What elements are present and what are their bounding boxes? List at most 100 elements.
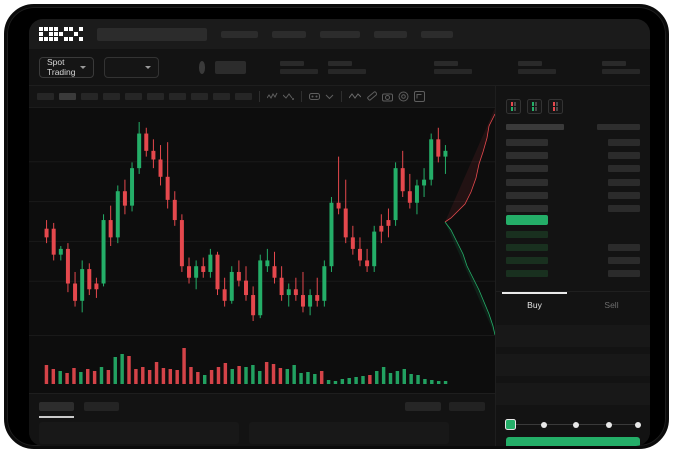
alert-icon[interactable] (398, 91, 409, 102)
orderbook-bid-size (608, 257, 640, 264)
orderbook-bid-row[interactable] (506, 244, 548, 251)
timeframe-chip-9[interactable] (213, 93, 230, 100)
orderbook-last-price (506, 215, 548, 225)
orderbook-trade-panel: Buy Sell (495, 86, 650, 446)
orders-tabs (39, 402, 119, 411)
compare-icon[interactable] (283, 92, 294, 101)
orders-rows (39, 422, 449, 444)
nav-item-2[interactable] (272, 30, 306, 38)
orderbook-ask-size (608, 205, 640, 212)
toolbar-divider (301, 91, 302, 102)
orderbook-mode-asks-icon[interactable] (548, 99, 563, 114)
pair-name (215, 60, 246, 74)
device-frame: Spot Trading (4, 4, 669, 449)
toolbar-divider (259, 91, 260, 102)
orderbook-ask-size (608, 192, 640, 199)
timeframe-chip-7[interactable] (169, 93, 186, 100)
ticker-bar: Spot Trading (29, 49, 650, 86)
orderbook-bid-row[interactable] (506, 231, 548, 238)
timeframe-chip-4[interactable] (103, 93, 120, 100)
top-navigation-bar (29, 19, 650, 49)
timeframe-chip-10[interactable] (235, 93, 252, 100)
orderbook-ask-size (608, 179, 640, 186)
amount-slider[interactable] (505, 419, 641, 430)
price-chart[interactable] (29, 108, 495, 335)
orderbook-ask-row[interactable] (506, 165, 548, 172)
okx-logo[interactable] (39, 27, 83, 41)
depth-chart-overlay (444, 108, 495, 335)
nav-item-3[interactable] (320, 30, 360, 38)
volume-chart-svg (44, 348, 448, 384)
timeframe-chip-3[interactable] (81, 93, 98, 100)
volume-chart[interactable] (29, 335, 495, 393)
orderbook-header-right (597, 124, 640, 130)
ticker-stat-1 (280, 60, 318, 74)
tab-buy[interactable]: Buy (496, 292, 573, 317)
indicator-icon[interactable] (267, 92, 278, 101)
search-input[interactable] (97, 27, 207, 41)
nav-item-1[interactable] (221, 30, 258, 38)
camera-icon[interactable] (382, 92, 393, 102)
orderbook-ask-row[interactable] (506, 152, 548, 159)
orderbook-ask-row[interactable] (506, 192, 548, 199)
order-field-2[interactable] (496, 354, 650, 376)
orders-tab-1[interactable] (39, 402, 74, 411)
chevron-down-icon (144, 65, 151, 69)
candlestick-chart-svg (29, 122, 495, 321)
orderbook-mode-bids-icon[interactable] (527, 99, 542, 114)
orders-action-2[interactable] (449, 402, 485, 411)
tab-sell-label: Sell (604, 299, 619, 310)
tab-sell[interactable]: Sell (573, 292, 650, 317)
ticker-stat-3 (434, 60, 472, 74)
ticker-stat-2 (328, 60, 366, 74)
orderbook-ask-size (608, 165, 640, 172)
order-field-1[interactable] (496, 325, 650, 347)
orderbook-ask-size (608, 152, 640, 159)
timeframe-chip-1[interactable] (37, 93, 54, 100)
nav-item-5[interactable] (421, 30, 453, 38)
ruler-icon[interactable] (366, 91, 377, 102)
orderbook-bid-row[interactable] (506, 257, 548, 264)
amount-slider-step-50[interactable] (573, 421, 579, 428)
amount-slider-step-75[interactable] (605, 421, 612, 428)
template-icon[interactable] (309, 92, 320, 101)
pair-select[interactable] (103, 56, 159, 78)
orders-tab-2[interactable] (84, 402, 119, 411)
orderbook-bid-size (608, 270, 640, 277)
orders-row-2[interactable] (249, 422, 449, 444)
orders-action-1[interactable] (405, 402, 441, 411)
timeframe-chip-6[interactable] (147, 93, 164, 100)
line-chart-icon[interactable] (349, 92, 361, 101)
orders-panel (29, 393, 495, 446)
orders-actions (405, 402, 485, 411)
orderbook-mode-both-icon[interactable] (506, 99, 521, 114)
app-screen: Spot Trading (29, 19, 650, 446)
orderbook-header-left (506, 124, 564, 130)
timeframe-chip-8[interactable] (191, 93, 208, 100)
nav-item-4[interactable] (374, 30, 407, 38)
toolbar-divider (341, 91, 342, 102)
amount-slider-step-25[interactable] (540, 421, 547, 428)
ticker-stat-4 (518, 60, 556, 74)
orderbook-ask-row[interactable] (506, 139, 548, 146)
orderbook-ask-size (608, 139, 640, 146)
tab-buy-label: Buy (527, 299, 542, 310)
settings-chevron-icon[interactable] (325, 92, 334, 101)
orderbook-ask-row[interactable] (506, 179, 548, 186)
timeframe-chip-2[interactable] (59, 93, 76, 100)
chart-toolbar (29, 86, 495, 108)
orders-row-1[interactable] (39, 422, 239, 444)
trade-side-tabs: Buy Sell (496, 291, 650, 317)
orderbook-display-modes (506, 99, 563, 114)
orders-tab-active-underline (39, 416, 74, 418)
order-field-3[interactable] (496, 383, 650, 405)
amount-slider-handle[interactable] (505, 419, 516, 430)
orderbook-bid-row[interactable] (506, 270, 548, 277)
timeframe-chip-5[interactable] (125, 93, 142, 100)
ticker-stat-5 (602, 60, 640, 74)
market-type-select[interactable]: Spot Trading (39, 56, 94, 78)
orderbook-ask-row[interactable] (506, 205, 548, 212)
place-order-button[interactable] (506, 437, 640, 446)
amount-slider-step-100[interactable] (635, 421, 641, 428)
fullscreen-icon[interactable] (414, 91, 425, 102)
